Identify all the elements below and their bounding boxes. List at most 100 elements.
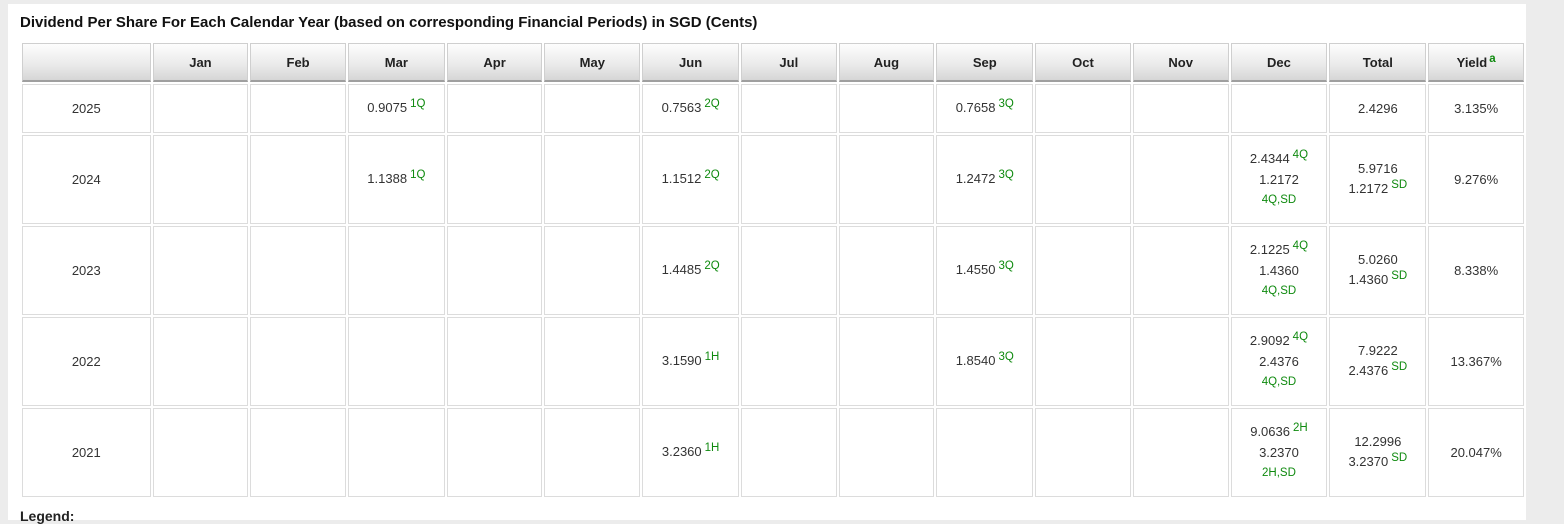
- dividend-value: 7.9222: [1357, 343, 1398, 358]
- dividend-cell-2025-mar: 0.9075 1Q: [347, 84, 445, 133]
- dividend-entry: 1.4485 2Q: [646, 260, 735, 281]
- yield-cell-2023: 8.338%: [1428, 226, 1524, 315]
- table-body: 2025 0.9075 1Q 0.7563 2Q 0.7658 3Q 2.4296 3.135%…: [22, 84, 1524, 497]
- yield-cell-2022: 13.367%: [1428, 317, 1524, 406]
- table-row-2024: 2024 1.1388 1Q 1.1512 2Q 1.2472 3Q 2.4344 4Q 1.21…: [22, 135, 1524, 224]
- empty-cell-2023-apr: [446, 226, 543, 315]
- dividend-entry: 0.7658 3Q: [940, 98, 1029, 119]
- period-tag: 2H,SD: [1262, 467, 1296, 479]
- period-tag: 3Q: [998, 169, 1014, 181]
- total-cell-2024: 5.9716 1.2172 SD: [1329, 135, 1427, 224]
- dividend-value: 9.0636: [1250, 424, 1290, 439]
- empty-cell-2021-sep: [936, 408, 1034, 497]
- dividend-entry: 1.1512 2Q: [646, 169, 735, 190]
- empty-cell-2025-dec: [1230, 84, 1328, 133]
- period-tag: 2H: [1292, 422, 1308, 434]
- dividend-entry: 5.0260: [1333, 250, 1422, 270]
- dividend-value: 2.4376: [1259, 354, 1299, 369]
- dividend-value: 0.9075: [367, 100, 408, 115]
- yield-cell-2021: 20.047%: [1428, 408, 1524, 497]
- column-header-label: Jun: [679, 54, 703, 70]
- column-header-yield: Yield a: [1428, 43, 1524, 82]
- column-header-mar: Mar: [347, 43, 445, 82]
- column-header-feb: Feb: [250, 43, 346, 82]
- column-header-label: Mar: [384, 54, 408, 70]
- dividend-entry: 2.4376 SD: [1333, 361, 1422, 382]
- period-tag: SD: [1391, 179, 1408, 191]
- period-tag: 1H: [704, 351, 720, 363]
- column-header-label: Jul: [779, 54, 799, 70]
- dividend-cell-2024-sep: 1.2472 3Q: [936, 135, 1034, 224]
- dividend-value: 3.2370: [1348, 454, 1389, 469]
- legend-label: Legend:: [20, 508, 75, 524]
- dividend-value: 1.2172: [1348, 181, 1389, 196]
- dividend-entry: 1.4360 SD: [1333, 270, 1422, 291]
- dividend-value: 1.2472: [955, 171, 996, 186]
- dividend-value: 3.2360: [661, 444, 702, 459]
- empty-cell-2021-jan: [152, 408, 249, 497]
- column-header-label: Sep: [972, 54, 997, 70]
- dividend-entry: 2.4344 4Q: [1235, 149, 1324, 170]
- table-row-2022: 2022 3.1590 1H 1.8540 3Q 2.9092 4Q 2.4376 4Q,SD 7…: [22, 317, 1524, 406]
- dividend-value: 1.2172: [1259, 172, 1299, 187]
- empty-cell-2022-may: [544, 317, 641, 406]
- column-header-dec: Dec: [1230, 43, 1328, 82]
- dividend-entry: 2.9092 4Q: [1235, 331, 1324, 352]
- column-header-label: Feb: [286, 54, 310, 70]
- column-header-may: May: [544, 43, 641, 82]
- column-header-label: May: [579, 54, 605, 70]
- column-header-label: Nov: [1168, 54, 1193, 70]
- empty-cell-2024-jul: [741, 135, 837, 224]
- column-header-jul: Jul: [741, 43, 837, 82]
- empty-cell-2024-nov: [1132, 135, 1229, 224]
- dividend-value: 1.4360: [1259, 263, 1299, 278]
- period-tag: 4Q,SD: [1261, 285, 1297, 297]
- period-tag: 4Q: [1292, 149, 1309, 161]
- empty-cell-2025-feb: [250, 84, 346, 133]
- empty-cell-2023-jul: [741, 226, 837, 315]
- dividend-cell-2022-sep: 1.8540 3Q: [936, 317, 1034, 406]
- yield-cell-2024: 9.276%: [1428, 135, 1524, 224]
- page-title: Dividend Per Share For Each Calendar Yea…: [20, 14, 758, 31]
- total-cell-2023: 5.0260 1.4360 SD: [1329, 226, 1427, 315]
- period-tag: SD: [1391, 452, 1408, 464]
- empty-cell-2022-feb: [250, 317, 346, 406]
- dividend-entry: 7.9222: [1333, 341, 1422, 361]
- period-tag: 2Q: [704, 169, 720, 181]
- dividend-entry: 1.1388 1Q: [352, 169, 441, 190]
- column-header-nov: Nov: [1132, 43, 1229, 82]
- dividend-entry: 12.2996: [1333, 432, 1422, 452]
- dividend-entry: 1.8540 3Q: [940, 351, 1029, 372]
- dividend-value: 2.4296: [1357, 100, 1398, 116]
- yield-footnote-marker: a: [1489, 52, 1496, 65]
- empty-cell-2022-nov: [1132, 317, 1229, 406]
- dividend-entry: 1.2472 3Q: [940, 169, 1029, 190]
- table-row-2025: 2025 0.9075 1Q 0.7563 2Q 0.7658 3Q 2.4296 3.135%: [22, 84, 1524, 133]
- empty-cell-2025-jan: [152, 84, 249, 133]
- dividend-cell-2022-dec: 2.9092 4Q 2.4376 4Q,SD: [1230, 317, 1328, 406]
- dividend-value: 0.7658: [955, 100, 996, 115]
- empty-cell-2021-jul: [741, 408, 837, 497]
- empty-cell-2022-jan: [152, 317, 249, 406]
- period-tag: 1Q: [410, 98, 426, 110]
- column-header-jan: Jan: [152, 43, 249, 82]
- empty-cell-2023-aug: [838, 226, 935, 315]
- table-row-2023: 2023 1.4485 2Q 1.4550 3Q 2.1225 4Q 1.4360 4Q,SD 5…: [22, 226, 1524, 315]
- header-row: Jan Feb Mar Apr May Jun Jul Aug Sep Oct Nov Dec Tota…: [22, 43, 1524, 82]
- empty-cell-2024-jan: [152, 135, 249, 224]
- dividend-entry: 9.0636 2H: [1235, 422, 1324, 443]
- column-header-year: [22, 43, 151, 82]
- column-header-apr: Apr: [446, 43, 543, 82]
- empty-cell-2021-oct: [1035, 408, 1131, 497]
- dividend-cell-2025-sep: 0.7658 3Q: [936, 84, 1034, 133]
- period-tag: SD: [1391, 270, 1408, 282]
- dividend-cell-2025-jun: 0.7563 2Q: [642, 84, 740, 133]
- empty-cell-2022-aug: [838, 317, 935, 406]
- dividend-value: 1.4485: [661, 262, 702, 277]
- column-header-label: Yield: [1456, 54, 1488, 70]
- dividend-cell-2023-sep: 1.4550 3Q: [936, 226, 1034, 315]
- dividend-value: 2.4344: [1249, 151, 1290, 166]
- empty-cell-2023-jan: [152, 226, 249, 315]
- empty-cell-2023-oct: [1035, 226, 1131, 315]
- column-header-oct: Oct: [1035, 43, 1131, 82]
